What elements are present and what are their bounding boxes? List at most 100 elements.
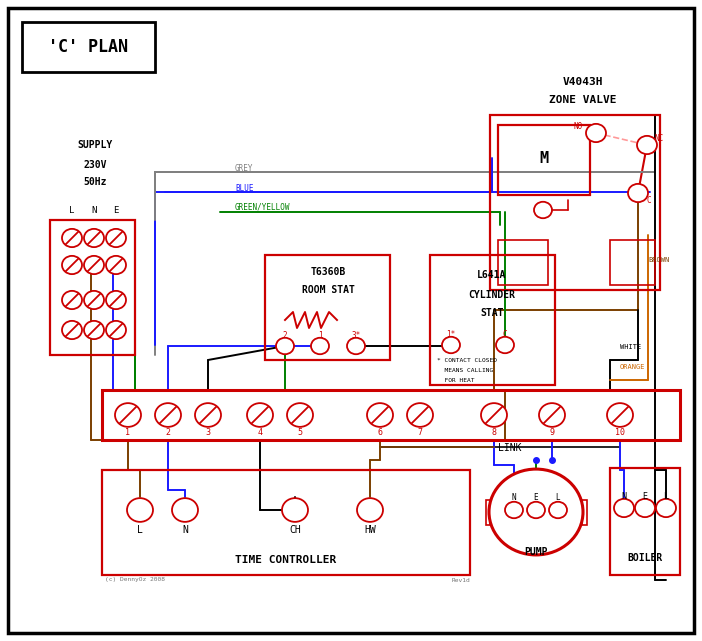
Text: C: C <box>503 329 508 338</box>
Circle shape <box>84 256 104 274</box>
Circle shape <box>195 403 221 427</box>
Text: NC: NC <box>655 133 664 142</box>
Circle shape <box>347 338 365 354</box>
Text: (c) DennyOz 2008: (c) DennyOz 2008 <box>105 578 165 583</box>
Text: 9: 9 <box>550 428 555 437</box>
Bar <box>498 240 548 285</box>
Circle shape <box>496 337 514 353</box>
Text: N: N <box>91 206 97 215</box>
Text: * CONTACT CLOSED: * CONTACT CLOSED <box>437 358 497 363</box>
Bar <box>610 240 655 285</box>
Text: 1: 1 <box>318 331 322 340</box>
Circle shape <box>62 321 82 339</box>
Circle shape <box>656 499 676 517</box>
Text: 230V: 230V <box>84 160 107 170</box>
Text: 4: 4 <box>258 428 263 437</box>
Bar <box>610 468 680 575</box>
Circle shape <box>628 184 648 202</box>
Circle shape <box>311 338 329 354</box>
Bar <box>486 500 490 525</box>
Circle shape <box>442 337 460 353</box>
Text: 10: 10 <box>615 428 625 437</box>
Text: E: E <box>113 206 119 215</box>
Circle shape <box>586 124 606 142</box>
Circle shape <box>527 502 545 518</box>
Text: 1*: 1* <box>446 329 456 338</box>
Text: NO: NO <box>574 122 583 131</box>
Text: 7: 7 <box>418 428 423 437</box>
Text: ROOM STAT: ROOM STAT <box>302 285 355 295</box>
Bar <box>430 255 555 385</box>
Circle shape <box>115 403 141 427</box>
Text: 5: 5 <box>298 428 303 437</box>
Bar <box>50 220 135 355</box>
Text: 3: 3 <box>206 428 211 437</box>
Circle shape <box>287 403 313 427</box>
Text: E: E <box>534 494 538 503</box>
Text: T6360B: T6360B <box>310 267 345 277</box>
Text: L: L <box>137 525 143 535</box>
Text: ORANGE: ORANGE <box>620 364 646 370</box>
Text: PUMP: PUMP <box>524 547 548 557</box>
Text: 3*: 3* <box>352 331 361 340</box>
Bar <box>102 470 470 575</box>
Circle shape <box>276 338 294 354</box>
Bar <box>582 500 587 525</box>
Text: TIME CONTROLLER: TIME CONTROLLER <box>235 555 337 565</box>
Bar <box>22 22 155 72</box>
Text: N: N <box>512 494 516 503</box>
Text: GREY: GREY <box>235 163 253 172</box>
Text: L: L <box>69 206 74 215</box>
Text: E: E <box>642 492 647 501</box>
Text: ZONE VALVE: ZONE VALVE <box>549 95 617 105</box>
Bar <box>265 255 390 360</box>
Text: 2: 2 <box>283 331 287 340</box>
Text: BLUE: BLUE <box>235 183 253 192</box>
Text: SUPPLY: SUPPLY <box>77 140 112 150</box>
Text: C: C <box>647 196 651 204</box>
Text: BOILER: BOILER <box>628 553 663 563</box>
Text: M: M <box>539 151 548 165</box>
Text: HW: HW <box>364 525 376 535</box>
Circle shape <box>549 502 567 518</box>
Text: 2: 2 <box>166 428 171 437</box>
Circle shape <box>84 229 104 247</box>
Text: LINK: LINK <box>498 443 522 453</box>
Text: N: N <box>621 492 626 501</box>
Circle shape <box>62 229 82 247</box>
Circle shape <box>106 291 126 309</box>
Text: CYLINDER: CYLINDER <box>468 290 515 300</box>
Text: BROWN: BROWN <box>648 257 669 263</box>
Text: STAT: STAT <box>480 308 504 318</box>
Circle shape <box>637 136 657 154</box>
Text: Rev1d: Rev1d <box>451 578 470 583</box>
Circle shape <box>357 498 383 522</box>
Text: 8: 8 <box>491 428 496 437</box>
Circle shape <box>489 469 583 555</box>
Circle shape <box>106 256 126 274</box>
Text: L: L <box>556 494 560 503</box>
Circle shape <box>84 321 104 339</box>
Text: 6: 6 <box>378 428 383 437</box>
Bar <box>490 115 660 290</box>
Text: N: N <box>182 525 188 535</box>
Text: FOR HEAT: FOR HEAT <box>437 378 475 383</box>
Text: MEANS CALLING: MEANS CALLING <box>437 367 494 372</box>
Circle shape <box>407 403 433 427</box>
Text: 50Hz: 50Hz <box>84 177 107 187</box>
Circle shape <box>62 291 82 309</box>
Circle shape <box>614 499 634 517</box>
Circle shape <box>106 321 126 339</box>
Text: L641A: L641A <box>477 270 507 280</box>
Circle shape <box>505 502 523 518</box>
Circle shape <box>539 403 565 427</box>
Circle shape <box>62 256 82 274</box>
Text: GREEN/YELLOW: GREEN/YELLOW <box>235 203 291 212</box>
Text: CH: CH <box>289 525 301 535</box>
Text: L: L <box>663 492 668 501</box>
Circle shape <box>481 403 507 427</box>
Bar <box>102 390 680 440</box>
Circle shape <box>155 403 181 427</box>
Circle shape <box>84 291 104 309</box>
Bar <box>498 125 590 195</box>
